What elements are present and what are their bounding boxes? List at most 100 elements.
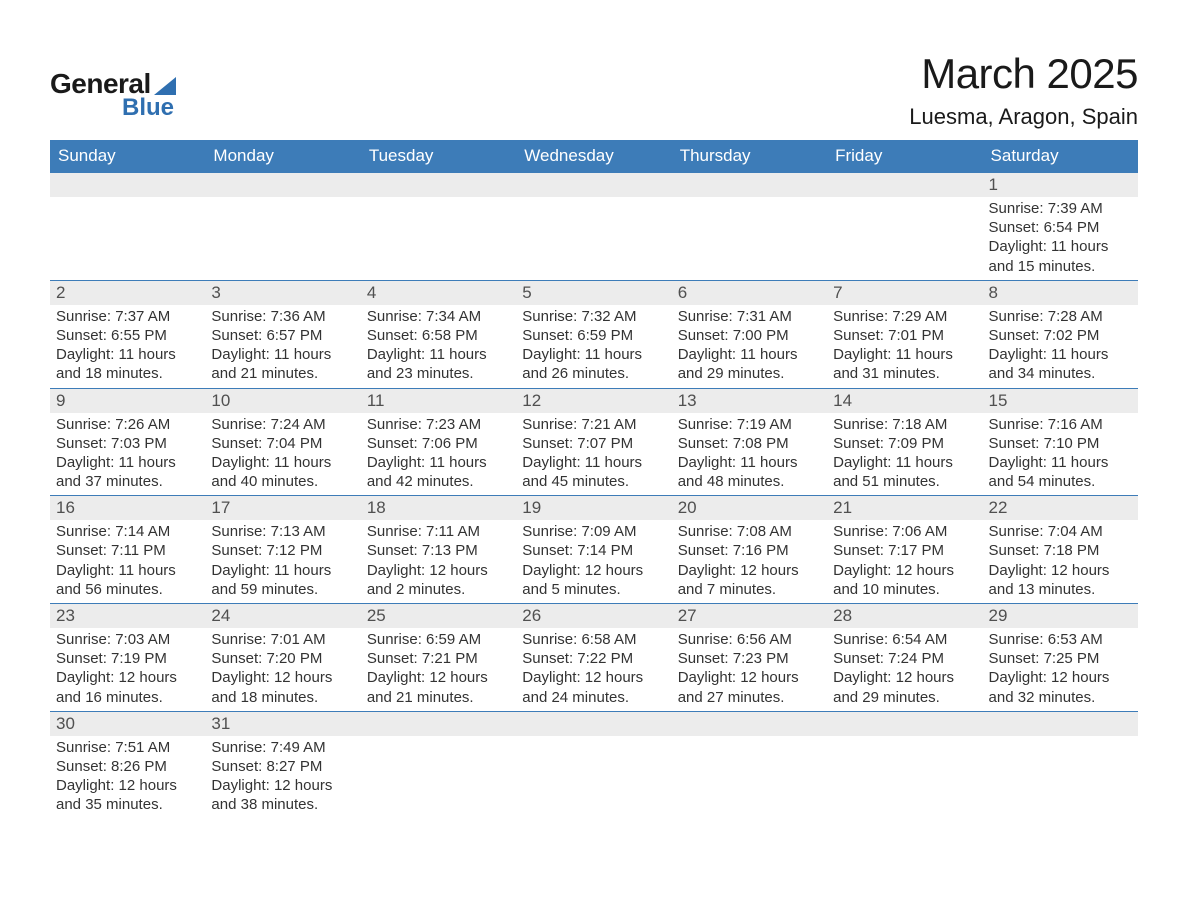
sunrise-line: Sunrise: 7:49 AM — [211, 738, 354, 757]
month-title: March 2025 — [909, 50, 1138, 98]
day-cell: 10Sunrise: 7:24 AMSunset: 7:04 PMDayligh… — [205, 388, 360, 496]
day-cell: 1Sunrise: 7:39 AMSunset: 6:54 PMDaylight… — [983, 173, 1138, 281]
day-body — [516, 736, 671, 742]
day-body: Sunrise: 7:32 AMSunset: 6:59 PMDaylight:… — [516, 305, 671, 388]
day-cell — [50, 173, 205, 281]
day-cell — [672, 711, 827, 818]
day-cell: 7Sunrise: 7:29 AMSunset: 7:01 PMDaylight… — [827, 280, 982, 388]
day-number: 27 — [672, 604, 827, 628]
day-body — [983, 736, 1138, 742]
week-row: 2Sunrise: 7:37 AMSunset: 6:55 PMDaylight… — [50, 280, 1138, 388]
day-number: 17 — [205, 496, 360, 520]
sunset-line: Sunset: 7:00 PM — [678, 326, 821, 345]
daylight-line: Daylight: 12 hours and 5 minutes. — [522, 561, 665, 599]
sunset-line: Sunset: 6:55 PM — [56, 326, 199, 345]
week-row: 23Sunrise: 7:03 AMSunset: 7:19 PMDayligh… — [50, 604, 1138, 712]
sunset-line: Sunset: 7:11 PM — [56, 541, 199, 560]
sunrise-line: Sunrise: 7:51 AM — [56, 738, 199, 757]
sunset-line: Sunset: 7:20 PM — [211, 649, 354, 668]
day-body: Sunrise: 7:18 AMSunset: 7:09 PMDaylight:… — [827, 413, 982, 496]
day-cell: 13Sunrise: 7:19 AMSunset: 7:08 PMDayligh… — [672, 388, 827, 496]
day-body: Sunrise: 7:21 AMSunset: 7:07 PMDaylight:… — [516, 413, 671, 496]
day-cell: 29Sunrise: 6:53 AMSunset: 7:25 PMDayligh… — [983, 604, 1138, 712]
day-body: Sunrise: 7:37 AMSunset: 6:55 PMDaylight:… — [50, 305, 205, 388]
day-cell: 16Sunrise: 7:14 AMSunset: 7:11 PMDayligh… — [50, 496, 205, 604]
day-number: 13 — [672, 389, 827, 413]
day-number: 14 — [827, 389, 982, 413]
day-body: Sunrise: 7:19 AMSunset: 7:08 PMDaylight:… — [672, 413, 827, 496]
day-body — [50, 197, 205, 203]
day-number — [672, 173, 827, 197]
day-number — [50, 173, 205, 197]
day-cell: 6Sunrise: 7:31 AMSunset: 7:00 PMDaylight… — [672, 280, 827, 388]
day-number — [516, 712, 671, 736]
sunset-line: Sunset: 6:54 PM — [989, 218, 1132, 237]
day-cell: 4Sunrise: 7:34 AMSunset: 6:58 PMDaylight… — [361, 280, 516, 388]
dayname-monday: Monday — [205, 140, 360, 173]
day-body — [205, 197, 360, 203]
day-number — [672, 712, 827, 736]
daylight-line: Daylight: 12 hours and 35 minutes. — [56, 776, 199, 814]
daylight-line: Daylight: 11 hours and 23 minutes. — [367, 345, 510, 383]
day-number: 30 — [50, 712, 205, 736]
daylight-line: Daylight: 12 hours and 32 minutes. — [989, 668, 1132, 706]
daylight-line: Daylight: 11 hours and 37 minutes. — [56, 453, 199, 491]
header: General Blue March 2025 Luesma, Aragon, … — [50, 50, 1138, 130]
day-number: 24 — [205, 604, 360, 628]
daylight-line: Daylight: 11 hours and 45 minutes. — [522, 453, 665, 491]
day-body: Sunrise: 6:59 AMSunset: 7:21 PMDaylight:… — [361, 628, 516, 711]
sunset-line: Sunset: 7:23 PM — [678, 649, 821, 668]
daylight-line: Daylight: 12 hours and 18 minutes. — [211, 668, 354, 706]
sunset-line: Sunset: 7:24 PM — [833, 649, 976, 668]
sunset-line: Sunset: 7:22 PM — [522, 649, 665, 668]
sunrise-line: Sunrise: 7:18 AM — [833, 415, 976, 434]
day-number: 10 — [205, 389, 360, 413]
sunset-line: Sunset: 7:07 PM — [522, 434, 665, 453]
day-body: Sunrise: 7:51 AMSunset: 8:26 PMDaylight:… — [50, 736, 205, 819]
daylight-line: Daylight: 11 hours and 34 minutes. — [989, 345, 1132, 383]
day-body: Sunrise: 6:54 AMSunset: 7:24 PMDaylight:… — [827, 628, 982, 711]
daylight-line: Daylight: 11 hours and 54 minutes. — [989, 453, 1132, 491]
sunset-line: Sunset: 8:26 PM — [56, 757, 199, 776]
sunset-line: Sunset: 8:27 PM — [211, 757, 354, 776]
sunrise-line: Sunrise: 6:53 AM — [989, 630, 1132, 649]
day-cell: 14Sunrise: 7:18 AMSunset: 7:09 PMDayligh… — [827, 388, 982, 496]
dayname-row: Sunday Monday Tuesday Wednesday Thursday… — [50, 140, 1138, 173]
day-body: Sunrise: 7:26 AMSunset: 7:03 PMDaylight:… — [50, 413, 205, 496]
sunrise-line: Sunrise: 7:11 AM — [367, 522, 510, 541]
day-cell: 20Sunrise: 7:08 AMSunset: 7:16 PMDayligh… — [672, 496, 827, 604]
day-cell: 21Sunrise: 7:06 AMSunset: 7:17 PMDayligh… — [827, 496, 982, 604]
day-cell: 18Sunrise: 7:11 AMSunset: 7:13 PMDayligh… — [361, 496, 516, 604]
sunrise-line: Sunrise: 6:56 AM — [678, 630, 821, 649]
daylight-line: Daylight: 12 hours and 29 minutes. — [833, 668, 976, 706]
day-number: 19 — [516, 496, 671, 520]
dayname-friday: Friday — [827, 140, 982, 173]
daylight-line: Daylight: 11 hours and 51 minutes. — [833, 453, 976, 491]
dayname-saturday: Saturday — [983, 140, 1138, 173]
sunset-line: Sunset: 6:59 PM — [522, 326, 665, 345]
sunset-line: Sunset: 6:58 PM — [367, 326, 510, 345]
day-body: Sunrise: 7:23 AMSunset: 7:06 PMDaylight:… — [361, 413, 516, 496]
day-number: 5 — [516, 281, 671, 305]
sunset-line: Sunset: 7:21 PM — [367, 649, 510, 668]
dayname-tuesday: Tuesday — [361, 140, 516, 173]
daylight-line: Daylight: 12 hours and 38 minutes. — [211, 776, 354, 814]
day-body: Sunrise: 7:13 AMSunset: 7:12 PMDaylight:… — [205, 520, 360, 603]
day-body — [827, 736, 982, 742]
week-row: 9Sunrise: 7:26 AMSunset: 7:03 PMDaylight… — [50, 388, 1138, 496]
day-number: 16 — [50, 496, 205, 520]
day-cell — [361, 711, 516, 818]
day-body: Sunrise: 7:36 AMSunset: 6:57 PMDaylight:… — [205, 305, 360, 388]
day-number: 12 — [516, 389, 671, 413]
day-cell: 26Sunrise: 6:58 AMSunset: 7:22 PMDayligh… — [516, 604, 671, 712]
day-body: Sunrise: 7:03 AMSunset: 7:19 PMDaylight:… — [50, 628, 205, 711]
sunrise-line: Sunrise: 7:03 AM — [56, 630, 199, 649]
day-body: Sunrise: 7:29 AMSunset: 7:01 PMDaylight:… — [827, 305, 982, 388]
daylight-line: Daylight: 12 hours and 27 minutes. — [678, 668, 821, 706]
day-cell — [516, 711, 671, 818]
sunrise-line: Sunrise: 6:58 AM — [522, 630, 665, 649]
day-number — [983, 712, 1138, 736]
day-number — [516, 173, 671, 197]
day-cell — [205, 173, 360, 281]
day-number: 2 — [50, 281, 205, 305]
